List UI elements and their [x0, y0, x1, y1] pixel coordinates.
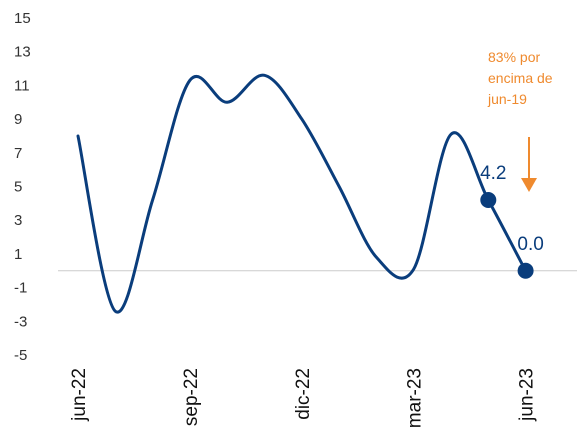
data-point-marker: [517, 262, 534, 279]
data-point-label: 4.2: [480, 163, 506, 184]
annotation-arrow-head: [521, 178, 537, 192]
y-axis: 15 13 11 9 7 5 3 1 -1 -3 -5: [14, 10, 31, 364]
data-point-marker: [480, 191, 497, 208]
highlighted-points: 4.2 0.0: [480, 163, 544, 279]
series-line: [76, 73, 528, 314]
annotation-text: jun-19: [487, 91, 527, 107]
y-tick-label: 9: [14, 111, 22, 128]
x-tick-label: jun-23: [517, 368, 538, 422]
y-tick-label: 11: [14, 77, 30, 94]
y-tick-label: -5: [14, 347, 27, 364]
annotation-text: 83% por: [488, 49, 540, 65]
x-axis: jun-22 sep-22 dic-22 mar-23 jun-23: [69, 368, 538, 428]
y-tick-label: 1: [14, 246, 22, 263]
y-tick-label: 3: [14, 212, 22, 229]
y-tick-label: -1: [14, 280, 27, 297]
y-tick-label: 5: [14, 179, 22, 196]
y-tick-label: 7: [14, 145, 22, 162]
data-point-label: 0.0: [517, 234, 543, 255]
x-tick-label: dic-22: [293, 368, 314, 420]
annotation: 83% por encima de jun-19: [487, 49, 553, 192]
x-tick-label: mar-23: [405, 368, 426, 428]
y-tick-label: 15: [14, 10, 31, 27]
annotation-text: encima de: [488, 70, 553, 86]
x-tick-label: jun-22: [69, 368, 90, 422]
x-tick-label: sep-22: [181, 368, 202, 426]
y-tick-label: -3: [14, 313, 27, 330]
y-tick-label: 13: [14, 44, 31, 61]
